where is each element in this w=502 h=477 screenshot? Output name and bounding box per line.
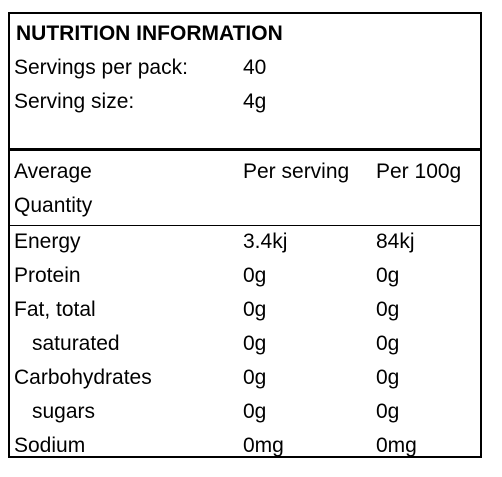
nutrition-panel: NUTRITION INFORMATION Servings per pack:…	[8, 12, 482, 458]
row-per-100g-energy: 84kj	[376, 230, 415, 253]
row-per-serving-saturated: 0g	[243, 332, 267, 355]
header-quantity: Quantity	[14, 194, 93, 217]
row-per-100g-protein: 0g	[376, 264, 400, 287]
row-per-100g-sodium: 0mg	[376, 434, 417, 457]
serving-size-label: Serving size:	[14, 90, 135, 113]
row-name-fat-total: Fat, total	[14, 298, 96, 321]
row-name-energy: Energy	[14, 230, 81, 253]
row-name-saturated: saturated	[32, 332, 120, 355]
row-per-100g-sugars: 0g	[376, 400, 400, 423]
servings-per-pack-value: 40	[243, 56, 267, 79]
servings-per-pack-label: Servings per pack:	[14, 56, 188, 79]
serving-size-value: 4g	[243, 90, 267, 113]
row-per-100g-fat-total: 0g	[376, 298, 400, 321]
row-name-sodium: Sodium	[14, 434, 86, 457]
row-per-serving-protein: 0g	[243, 264, 267, 287]
row-per-100g-saturated: 0g	[376, 332, 400, 355]
row-name-sugars: sugars	[32, 400, 96, 423]
row-per-serving-sugars: 0g	[243, 400, 267, 423]
row-per-serving-carbohydrates: 0g	[243, 366, 267, 389]
header-divider	[10, 148, 480, 151]
row-per-100g-carbohydrates: 0g	[376, 366, 400, 389]
row-name-protein: Protein	[14, 264, 81, 287]
header-per-serving: Per serving	[243, 160, 350, 183]
row-per-serving-fat-total: 0g	[243, 298, 267, 321]
header-average: Average	[14, 160, 92, 183]
row-name-carbohydrates: Carbohydrates	[14, 366, 152, 389]
table-divider	[10, 225, 480, 226]
row-per-serving-energy: 3.4kj	[243, 230, 288, 253]
panel-title: NUTRITION INFORMATION	[16, 22, 283, 45]
header-per-100g: Per 100g	[376, 160, 462, 183]
row-per-serving-sodium: 0mg	[243, 434, 284, 457]
